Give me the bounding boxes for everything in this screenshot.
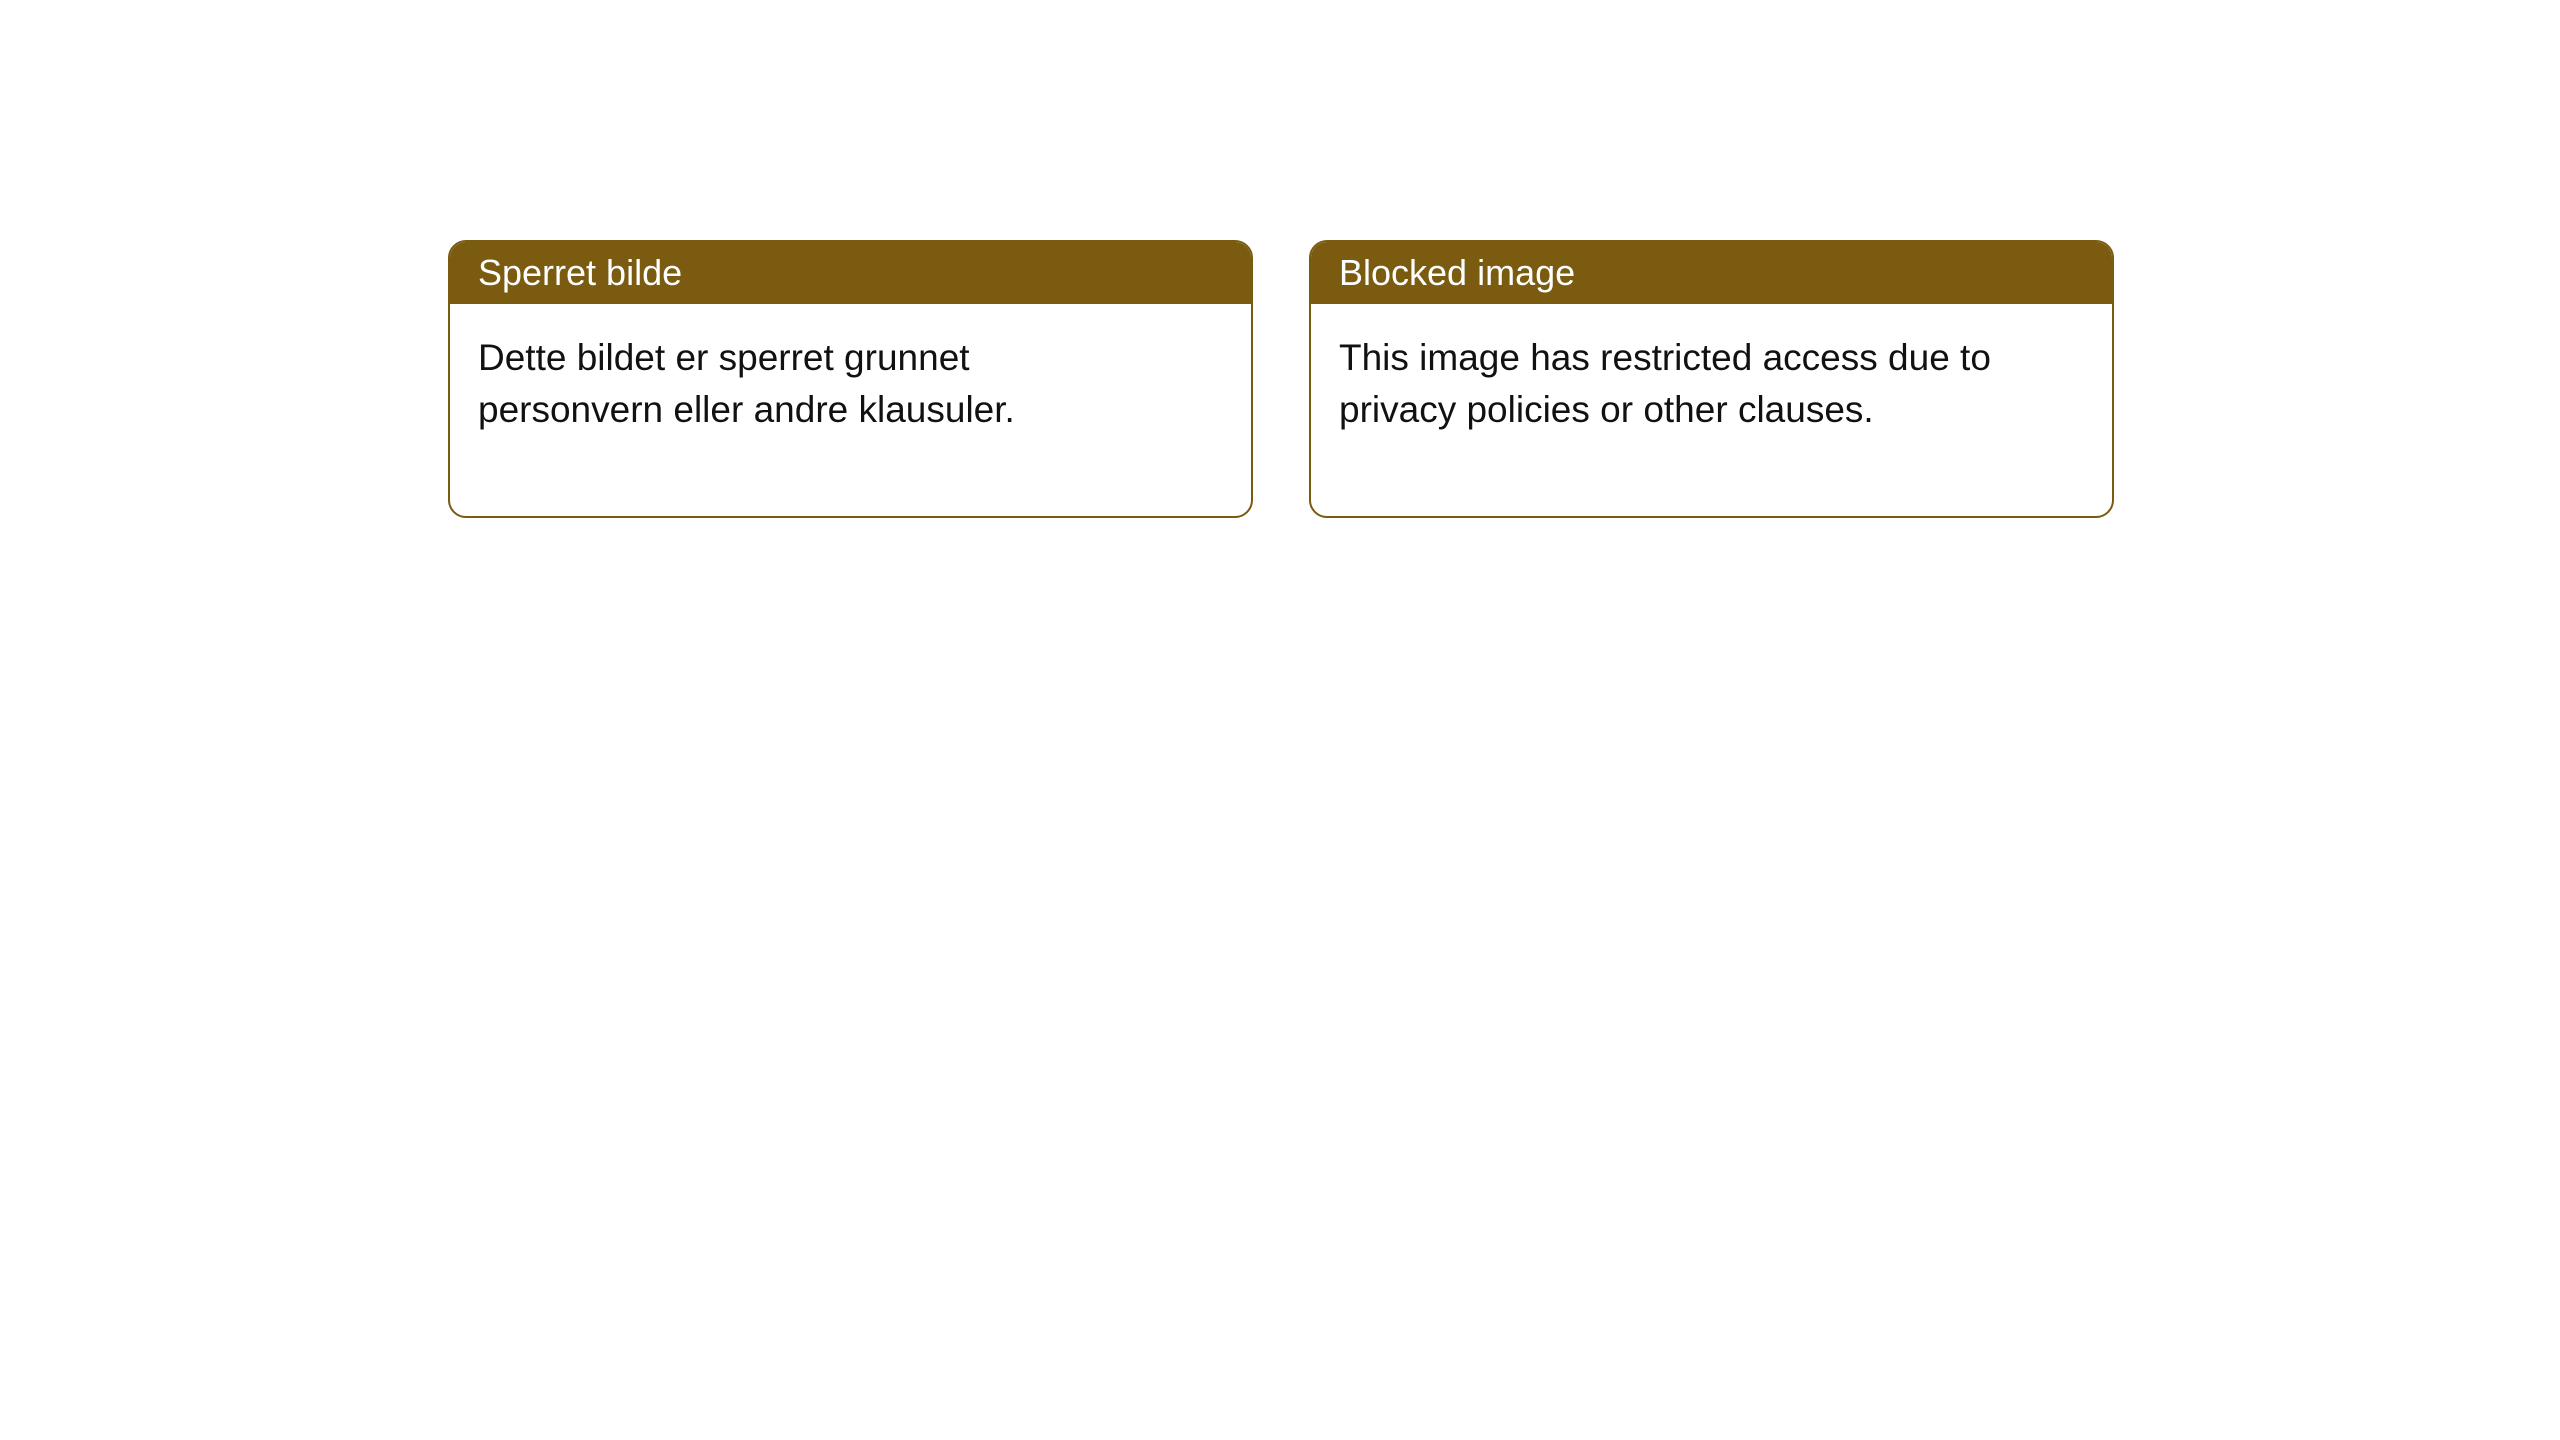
notice-container: Sperret bilde Dette bildet er sperret gr… (0, 0, 2560, 518)
notice-header: Sperret bilde (450, 242, 1251, 304)
notice-body: This image has restricted access due to … (1311, 304, 2031, 516)
notice-card-norwegian: Sperret bilde Dette bildet er sperret gr… (448, 240, 1253, 518)
notice-card-english: Blocked image This image has restricted … (1309, 240, 2114, 518)
notice-header: Blocked image (1311, 242, 2112, 304)
notice-body: Dette bildet er sperret grunnet personve… (450, 304, 1170, 516)
